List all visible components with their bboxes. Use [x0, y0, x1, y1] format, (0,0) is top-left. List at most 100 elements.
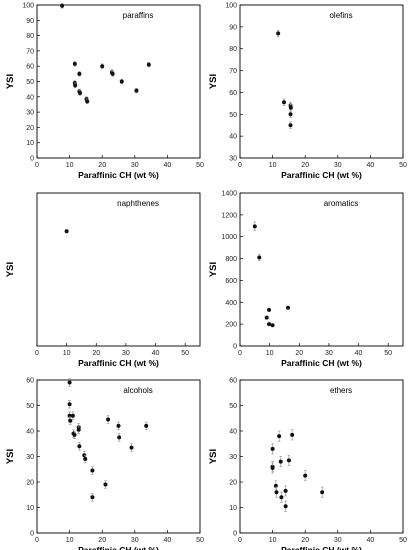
data-point [288, 105, 293, 110]
y-tick-label: 800 [225, 256, 237, 263]
data-point [72, 432, 77, 437]
x-tick-label: 30 [122, 350, 130, 357]
x-tick-label: 20 [301, 537, 309, 544]
y-tick-label: 50 [26, 403, 34, 410]
x-tick-label: 10 [63, 350, 71, 357]
y-tick-label: 600 [225, 278, 237, 285]
data-point [83, 457, 88, 462]
data-point [90, 495, 95, 500]
x-axis-label: Paraffinic CH (wt %) [281, 545, 362, 550]
y-axis-label: YSI [5, 449, 16, 464]
data-point [270, 465, 275, 470]
panel-title: paraffins [123, 11, 154, 20]
x-tick-label: 50 [399, 537, 407, 544]
y-tick-label: 50 [26, 79, 34, 86]
data-point [72, 61, 77, 66]
y-axis-label: YSI [208, 449, 219, 464]
y-tick-label: 30 [229, 454, 237, 461]
data-point [67, 402, 72, 407]
y-tick-label: 1200 [221, 212, 237, 219]
panel-ethers: 0 10 20 30 40 50 0 10 20 30 40 50 60 Paraffinic CH (w… [208, 378, 407, 550]
y-tick-label: 60 [26, 378, 34, 385]
x-tick-label: 30 [334, 162, 342, 169]
y-tick-label: 50 [229, 112, 237, 119]
data-point [110, 71, 115, 76]
y-tick-label: 0 [30, 156, 34, 163]
panel-title: naphthenes [117, 199, 159, 208]
x-tick-label: 10 [269, 162, 277, 169]
x-tick-label: 40 [164, 162, 172, 169]
data-point [303, 473, 308, 478]
y-tick-label: 40 [26, 429, 34, 436]
data-point [129, 445, 134, 450]
panel-aromatics: 0 10 20 30 40 50 0 200 400 600 800 1000 1200 1400 Para… [208, 191, 404, 368]
data-point [288, 123, 293, 128]
x-tick-label: 20 [92, 350, 100, 357]
data-point [288, 112, 293, 117]
plot-frame [239, 192, 404, 347]
panel-title: aromatics [324, 199, 359, 208]
data-point [78, 90, 83, 95]
y-tick-label: 1000 [221, 234, 237, 241]
y-tick-label: 20 [229, 480, 237, 487]
plot-frame [239, 4, 404, 159]
data-point [267, 322, 272, 327]
data-point [73, 83, 78, 88]
panel-title: ethers [330, 386, 352, 395]
data-point [282, 100, 287, 105]
data-point [283, 504, 288, 509]
y-tick-label: 90 [26, 18, 34, 25]
y-tick-label: 20 [26, 125, 34, 132]
plot-frame [36, 4, 201, 159]
x-axis-label: Paraffinic CH (wt %) [281, 358, 362, 368]
y-tick-label: 60 [229, 90, 237, 97]
data-point [286, 458, 291, 463]
panel-alcohols: 0 10 20 30 40 50 0 10 20 30 40 50 60 Paraffinic CH (w… [5, 378, 204, 550]
plot-frame [36, 379, 201, 534]
x-tick-label: 0 [35, 162, 39, 169]
y-axis-label: YSI [208, 262, 219, 277]
y-tick-label: 10 [26, 140, 34, 147]
x-tick-label: 30 [131, 537, 139, 544]
y-tick-label: 100 [22, 3, 34, 10]
y-tick-label: 100 [225, 3, 237, 10]
x-tick-label: 10 [269, 537, 277, 544]
x-tick-label: 0 [238, 537, 242, 544]
data-point [264, 315, 269, 320]
x-axis-label: Paraffinic CH (wt %) [78, 170, 159, 180]
x-tick-label: 40 [152, 350, 160, 357]
x-tick-label: 50 [196, 162, 204, 169]
data-point [276, 31, 281, 36]
x-tick-label: 40 [367, 537, 375, 544]
data-point [270, 323, 275, 328]
x-tick-label: 0 [35, 350, 39, 357]
y-tick-label: 0 [233, 531, 237, 538]
x-tick-label: 10 [66, 162, 74, 169]
data-point [144, 423, 149, 428]
x-tick-label: 30 [334, 537, 342, 544]
x-tick-label: 20 [98, 537, 106, 544]
plot-frame [36, 192, 201, 347]
x-axis-label: Paraffinic CH (wt %) [78, 358, 159, 368]
x-tick-label: 10 [266, 350, 274, 357]
y-tick-label: 70 [26, 48, 34, 55]
panel-title: alcohols [123, 386, 152, 395]
data-point [274, 490, 279, 495]
x-tick-label: 40 [367, 162, 375, 169]
x-tick-label: 0 [238, 350, 242, 357]
y-axis-label: YSI [5, 74, 16, 89]
x-axis-label: Paraffinic CH (wt %) [78, 545, 159, 550]
y-axis-label: YSI [5, 262, 16, 277]
y-tick-label: 60 [26, 64, 34, 71]
data-point [277, 434, 282, 439]
x-tick-label: 20 [98, 162, 106, 169]
data-point [77, 444, 82, 449]
y-axis-label: YSI [208, 74, 219, 89]
data-point [286, 305, 291, 310]
y-tick-label: 0 [30, 531, 34, 538]
data-point [278, 459, 283, 464]
x-tick-label: 20 [301, 162, 309, 169]
data-point [116, 423, 121, 428]
data-point [103, 482, 108, 487]
